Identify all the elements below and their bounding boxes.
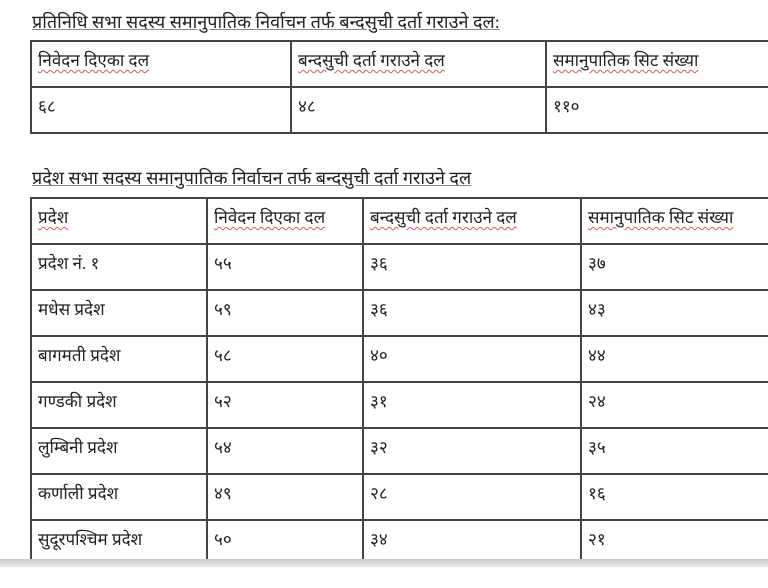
cell-province: लुम्बिनी प्रदेश	[30, 427, 208, 475]
cell-province: प्रदेश नं. १	[30, 243, 208, 291]
cell-registered: ४०	[362, 335, 582, 383]
table-row: गण्डकी प्रदेश ५२ ३१ २४	[30, 381, 768, 429]
table-header-row: प्रदेश निवेदन दिएका दल बन्दसुची दर्ता गर…	[30, 197, 768, 245]
cell-seats: ४४	[580, 335, 768, 383]
header-applied-parties: निवेदन दिएका दल	[206, 197, 364, 245]
table-row: बागमती प्रदेश ५८ ४० ४४	[30, 335, 768, 383]
cell-seats: २४	[580, 381, 768, 429]
provincial-pr-table: प्रदेश निवेदन दिएका दल बन्दसुची दर्ता गर…	[30, 197, 768, 567]
cell-applied: ४९	[206, 473, 364, 521]
cell-registered: ३६	[362, 289, 582, 337]
cell-applied: ५८	[206, 335, 364, 383]
cell-registered: ३१	[362, 381, 582, 429]
cell-seats: १६	[580, 473, 768, 521]
house-of-representatives-title: प्रतिनिधि सभा सदस्य समानुपातिक निर्वाचन …	[32, 12, 500, 32]
table-row: ६८ ४८ ११०	[30, 86, 768, 134]
header-pr-seats: समानुपातिक सिट संख्या	[580, 197, 768, 245]
cell-seats: ११०	[545, 86, 768, 134]
cell-province: बागमती प्रदेश	[30, 335, 208, 383]
cell-seats: ४३	[580, 289, 768, 337]
cell-province: गण्डकी प्रदेश	[30, 381, 208, 429]
cell-applied: ५४	[206, 427, 364, 475]
header-registered-parties: बन्दसुची दर्ता गराउने दल	[290, 40, 547, 88]
header-applied-parties: निवेदन दिएका दल	[30, 40, 292, 88]
table-row: मधेस प्रदेश ५९ ३६ ४३	[30, 289, 768, 337]
cell-applied: ५९	[206, 289, 364, 337]
header-province: प्रदेश	[30, 197, 208, 245]
cell-province: मधेस प्रदेश	[30, 289, 208, 337]
table-row: लुम्बिनी प्रदेश ५४ ३२ ३५	[30, 427, 768, 475]
table-header-row: निवेदन दिएका दल बन्दसुची दर्ता गराउने दल…	[30, 40, 768, 88]
cell-registered: २८	[362, 473, 582, 521]
cell-applied: ५५	[206, 243, 364, 291]
window-bottom-bar	[0, 559, 768, 567]
cell-province: कर्णाली प्रदेश	[30, 473, 208, 521]
cell-registered: ३६	[362, 243, 582, 291]
header-registered-parties: बन्दसुची दर्ता गराउने दल	[362, 197, 582, 245]
federal-pr-table: निवेदन दिएका दल बन्दसुची दर्ता गराउने दल…	[30, 40, 768, 134]
cell-registered: ३२	[362, 427, 582, 475]
cell-registered: ४८	[290, 86, 547, 134]
table-row: प्रदेश नं. १ ५५ ३६ ३७	[30, 243, 768, 291]
provincial-assembly-title: प्रदेश सभा सदस्य समानुपातिक निर्वाचन तर्…	[32, 168, 472, 188]
header-pr-seats: समानुपातिक सिट संख्या	[545, 40, 768, 88]
cell-applied: ५२	[206, 381, 364, 429]
cell-applied: ६८	[30, 86, 292, 134]
table-row: कर्णाली प्रदेश ४९ २८ १६	[30, 473, 768, 521]
cell-seats: ३७	[580, 243, 768, 291]
cell-seats: ३५	[580, 427, 768, 475]
